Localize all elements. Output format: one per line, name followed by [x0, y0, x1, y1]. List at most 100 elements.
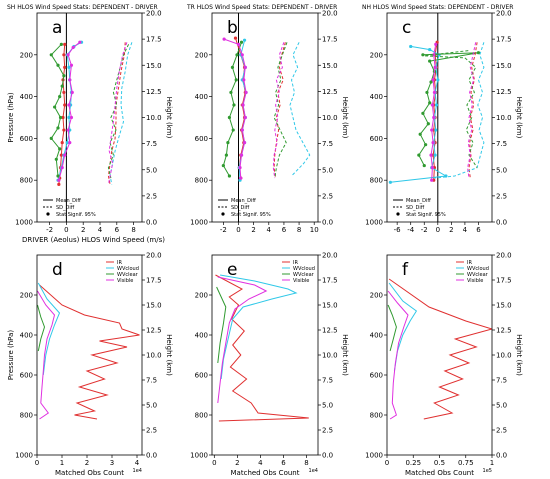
data-point	[422, 163, 426, 168]
y2-tick-label: 10.0	[496, 352, 512, 360]
x-exponent-label: 1e5	[483, 468, 492, 474]
data-point	[62, 90, 66, 95]
series-line-ir	[215, 274, 309, 422]
data-point	[227, 174, 232, 178]
series-line-solid-1	[238, 40, 247, 181]
y2-tick-label: 15.0	[496, 62, 512, 70]
axes-frame	[36, 254, 143, 456]
y2-tick-label: 12.5	[146, 88, 162, 96]
data-point	[431, 140, 435, 145]
panel-f: 0 0.25 0.5 0.75 1 200 400 600 800 1000 0.0 2.5 5.0 7.…	[365, 252, 523, 478]
series-line-solid-0	[235, 37, 246, 179]
y2-tick-label: 10.0	[496, 114, 512, 122]
x-tick-label: 6	[281, 459, 286, 467]
data-point	[232, 103, 236, 107]
y2-tick-label: 10.0	[146, 114, 162, 122]
data-point	[233, 36, 238, 40]
data-point	[61, 115, 65, 120]
y2-tick-label: 10.0	[322, 114, 338, 122]
panel-letter: b	[227, 18, 238, 38]
y-axis-label: Pressure (hPa)	[7, 330, 15, 380]
series-group	[215, 274, 309, 422]
y-tick-label: 200	[20, 51, 33, 59]
x-tick-label: -2	[46, 226, 53, 234]
data-point	[62, 53, 66, 57]
legend-label: Mean_Diff	[406, 198, 431, 204]
data-point	[421, 111, 425, 115]
legend-label: Mean_Diff	[231, 198, 256, 204]
data-point	[417, 153, 421, 157]
y2-tick-label: 20.0	[322, 10, 338, 18]
legend-label: SD_Diff	[56, 205, 75, 211]
x-tick-label: 4	[258, 459, 263, 467]
legend-label: WVclear	[467, 272, 489, 278]
data-point	[388, 180, 392, 184]
legend-label: WVcloud	[293, 266, 315, 272]
data-point	[426, 122, 430, 126]
y2-tick-label: 12.5	[146, 327, 162, 335]
legend-label: Stat Signif. 95%	[56, 212, 96, 218]
y2-tick-label: 20.0	[322, 252, 338, 260]
data-point	[242, 78, 246, 82]
x-exponent-label: 1e4	[133, 468, 142, 474]
y2-axis-label: Height (km)	[515, 334, 523, 376]
legend-label: Visible	[117, 278, 133, 284]
data-point	[476, 51, 481, 55]
data-point	[434, 103, 439, 107]
data-point	[238, 166, 242, 170]
x-tick-label: 6	[282, 226, 287, 234]
series-group	[387, 278, 492, 420]
y-tick-label: 800	[195, 412, 208, 420]
data-point	[68, 78, 72, 82]
y2-tick-label: 17.5	[146, 36, 162, 44]
data-point	[221, 163, 225, 168]
series-line-dashed-6	[424, 50, 478, 168]
y2-axis-label: Height (km)	[165, 97, 173, 139]
y2-tick-label: 17.5	[496, 36, 512, 44]
data-point	[240, 128, 244, 132]
series-line-dashed-5	[289, 42, 311, 177]
data-point	[63, 65, 67, 69]
y-tick-label: 1000	[15, 219, 33, 227]
data-point	[224, 153, 228, 157]
data-point	[236, 42, 241, 46]
data-point	[425, 90, 429, 95]
series-line-dashed-7	[107, 42, 128, 185]
data-point	[60, 84, 64, 88]
series-line-wvclear	[37, 304, 46, 352]
data-point	[62, 128, 66, 132]
y-tick-label: 600	[195, 372, 208, 380]
x-tick-label: -2	[220, 226, 227, 234]
y2-tick-label: 0.0	[496, 452, 507, 460]
series-line-visible	[37, 290, 56, 420]
y-tick-label: 800	[20, 177, 33, 185]
y-tick-label: 600	[20, 135, 33, 143]
x-tick-label: 2	[449, 226, 453, 234]
y2-axis-label: Height (km)	[341, 97, 349, 139]
panel-title: TR HLOS Wind Speed Stats: DEPENDENT - DR…	[186, 4, 337, 11]
y2-tick-label: 2.5	[496, 192, 507, 200]
data-point	[409, 44, 413, 49]
x-tick-label: 10	[310, 226, 319, 234]
y-tick-label: 800	[20, 412, 33, 420]
data-point	[68, 140, 72, 145]
y-tick-label: 1000	[190, 219, 208, 227]
y2-tick-label: 7.5	[146, 377, 157, 385]
series-line-wvcloud	[220, 274, 298, 380]
panel-c: -6 -4 -2 0 2 4 6 200 400 600 800 1000 0.0 2.5 5.0 7.5 10…	[362, 4, 523, 234]
y-axis-label: Pressure (hPa)	[7, 92, 15, 142]
y2-tick-label: 17.5	[322, 36, 338, 44]
data-point	[430, 128, 434, 132]
data-point	[244, 90, 248, 95]
data-point	[69, 115, 74, 120]
data-point	[70, 90, 74, 95]
data-point	[71, 45, 75, 50]
x-tick-label: 2	[85, 459, 89, 467]
panel-letter: c	[402, 18, 411, 38]
series-line-dashed-7	[272, 42, 285, 179]
y-tick-label: 600	[370, 135, 383, 143]
series-group	[49, 40, 133, 186]
x-tick-label: -2	[421, 226, 428, 234]
y-tick-label: 800	[370, 177, 383, 185]
